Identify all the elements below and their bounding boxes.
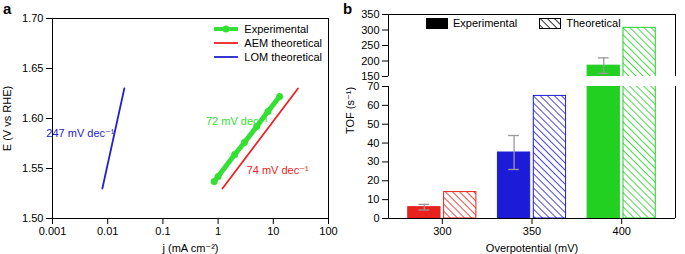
svg-text:10: 10	[367, 193, 379, 205]
svg-text:0: 0	[373, 212, 379, 224]
html-text:LOM theoretical: LOM theoretical	[244, 51, 322, 63]
svg-text:400: 400	[613, 225, 631, 237]
svg-text:74 mV dec⁻¹: 74 mV dec⁻¹	[247, 164, 309, 176]
svg-text:100: 100	[319, 225, 337, 237]
svg-text:1.60: 1.60	[22, 112, 43, 124]
svg-text:30: 30	[367, 155, 379, 167]
svg-text:1: 1	[215, 225, 221, 237]
svg-text:50: 50	[367, 118, 379, 130]
svg-text:1.50: 1.50	[22, 212, 43, 224]
svg-text:350: 350	[361, 8, 379, 20]
svg-text:250: 250	[361, 39, 379, 51]
svg-text:10: 10	[267, 225, 279, 237]
svg-text:72 mV dec⁻¹: 72 mV dec⁻¹	[206, 115, 268, 127]
svg-text:0.01: 0.01	[97, 225, 118, 237]
svg-text:0.001: 0.001	[39, 225, 67, 237]
html-text:b: b	[343, 0, 353, 17]
svg-text:350: 350	[523, 225, 541, 237]
svg-text:1.65: 1.65	[22, 62, 43, 74]
svg-text:E (V vs RHE): E (V vs RHE)	[1, 86, 13, 151]
svg-text:Overpotential (mV): Overpotential (mV)	[486, 242, 578, 254]
html-text:Experimental: Experimental	[244, 23, 309, 35]
svg-text:247 mV dec⁻¹: 247 mV dec⁻¹	[46, 127, 115, 139]
svg-text:40: 40	[367, 137, 379, 149]
svg-text:70: 70	[367, 80, 379, 92]
svg-text:300: 300	[361, 24, 379, 36]
svg-text:1.55: 1.55	[22, 162, 43, 174]
svg-text:300: 300	[433, 225, 451, 237]
html-text:TOF (s⁻¹): TOF (s⁻¹)	[343, 86, 356, 134]
html-text:AEM theoretical: AEM theoretical	[244, 37, 322, 49]
svg-text:60: 60	[367, 99, 379, 111]
html-text:Theoretical: Theoretical	[566, 17, 621, 29]
svg-text:j (mA cm⁻²): j (mA cm⁻²)	[162, 242, 219, 254]
svg-text:1.70: 1.70	[22, 12, 43, 24]
svg-text:150: 150	[361, 70, 379, 80]
svg-text:20: 20	[367, 174, 379, 186]
html-text:a: a	[3, 0, 12, 17]
html-text:Experimental: Experimental	[453, 17, 518, 29]
svg-text:200: 200	[361, 55, 379, 67]
svg-text:0.1: 0.1	[155, 225, 170, 237]
